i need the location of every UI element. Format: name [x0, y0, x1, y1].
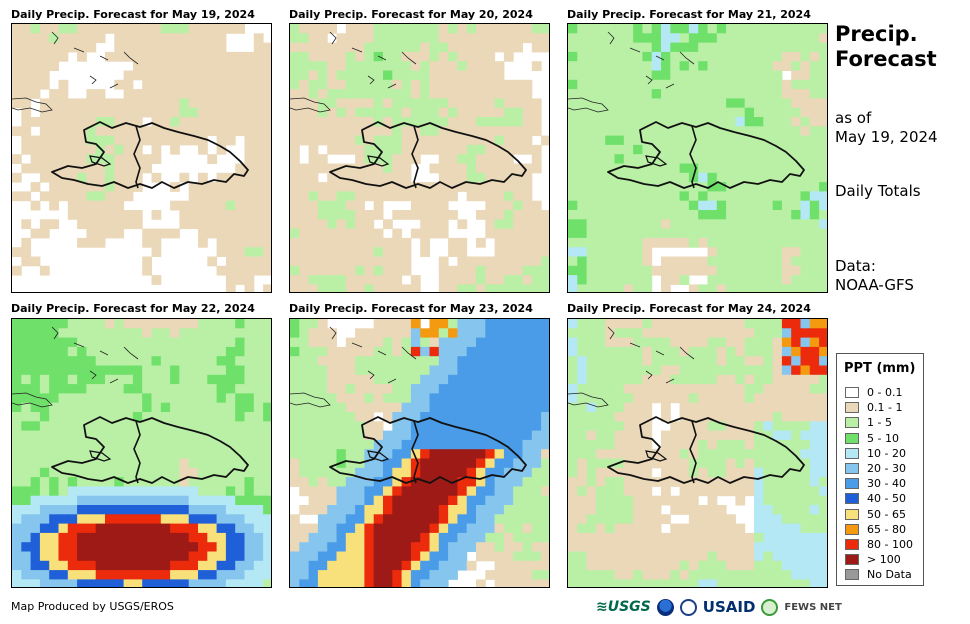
haiti-dr-border [133, 420, 141, 484]
bahamas-islands [51, 326, 139, 384]
precip-raster [290, 24, 549, 292]
legend-swatch [845, 569, 859, 581]
precip-map-may23 [290, 319, 549, 587]
precip-raster [12, 24, 271, 292]
hispaniola-outline [607, 121, 805, 189]
map-panel-may22 [11, 318, 272, 588]
legend-swatch [845, 417, 859, 429]
legend-label: 1 - 5 [867, 416, 892, 430]
legend-swatch [845, 493, 859, 505]
cuba-outline [290, 392, 331, 408]
data-source: NOAA-GFS [835, 276, 914, 294]
precip-raster [290, 319, 549, 587]
legend-label: 80 - 100 [867, 538, 913, 551]
cuba-outline [12, 392, 53, 408]
legend-swatch [845, 432, 859, 444]
hispaniola-outline [607, 416, 805, 484]
legend-title: PPT (mm) [844, 361, 916, 376]
bahamas-islands [51, 31, 139, 89]
bahamas-islands [329, 31, 417, 89]
bahamas-islands [607, 326, 695, 384]
panel-title-may23: Daily Precip. Forecast for May 23, 2024 [289, 302, 533, 315]
precip-map-may19 [12, 24, 271, 292]
precip-raster [568, 24, 827, 292]
legend-label: 50 - 65 [867, 507, 906, 521]
haiti-dr-border [689, 125, 697, 189]
precip-raster [568, 319, 827, 587]
legend-label: 0 - 0.1 [867, 386, 903, 399]
legend-swatch [845, 447, 859, 459]
hispaniola-outline [329, 416, 527, 484]
haiti-dr-border [411, 125, 419, 189]
panel-title-may20: Daily Precip. Forecast for May 20, 2024 [289, 8, 533, 21]
map-panel-may24 [567, 318, 828, 588]
map-panel-may20 [289, 23, 550, 293]
precip-map-may20 [290, 24, 549, 292]
precip-map-may22 [12, 319, 271, 587]
precip-raster [12, 319, 271, 587]
lake-outline [89, 155, 112, 167]
cuba-outline [12, 97, 53, 113]
legend-label: 65 - 80 [867, 522, 906, 536]
fews-globe-icon [761, 598, 779, 616]
legend-swatch [845, 387, 859, 398]
lake-outline [367, 155, 390, 167]
as-of-label: as of [835, 109, 872, 127]
legend-label: 0.1 - 1 [867, 401, 903, 415]
legend-swatch [845, 478, 859, 490]
lake-outline [645, 450, 668, 462]
cuba-outline [568, 97, 609, 113]
lake-outline [89, 450, 112, 462]
hispaniola-outline [51, 416, 249, 484]
hispaniola-outline [329, 121, 527, 189]
bahamas-islands [329, 326, 417, 384]
map-panel-may19 [11, 23, 272, 293]
side-title: Precip. Forecast [835, 22, 937, 71]
legend-label: 30 - 40 [867, 477, 906, 491]
panel-title-may24: Daily Precip. Forecast for May 24, 2024 [567, 302, 811, 315]
panel-title-may21: Daily Precip. Forecast for May 21, 2024 [567, 8, 811, 21]
panel-title-may22: Daily Precip. Forecast for May 22, 2024 [11, 302, 255, 315]
legend-label: > 100 [867, 553, 901, 567]
legend-label: 40 - 50 [867, 492, 906, 506]
bahamas-islands [607, 31, 695, 89]
panel-title-may19: Daily Precip. Forecast for May 19, 2024 [11, 8, 255, 21]
precip-map-may21 [568, 24, 827, 292]
legend-label: 20 - 30 [867, 462, 906, 475]
hispaniola-outline [51, 121, 249, 189]
haiti-dr-border [133, 125, 141, 189]
legend-swatch [845, 508, 859, 520]
haiti-dr-border [689, 420, 697, 484]
fews-net-logo: FEWS NET [784, 601, 842, 613]
legend-swatch [845, 463, 859, 474]
legend-swatch [845, 554, 859, 566]
legend-label: 10 - 20 [867, 446, 906, 460]
lake-outline [645, 155, 668, 167]
lake-outline [367, 450, 390, 462]
legend-label: No Data [867, 568, 912, 582]
noaa-logo-icon [656, 598, 674, 616]
legend-label: 5 - 10 [867, 431, 899, 445]
cuba-outline [290, 97, 331, 113]
map-panel-may23 [289, 318, 550, 588]
usgs-logo: ≋USGS [596, 599, 651, 615]
logo-strip: ≋USGS USAID FEWS NET [596, 596, 842, 618]
map-credit: Map Produced by USGS/EROS [11, 600, 174, 613]
map-panel-may21 [567, 23, 828, 293]
legend-swatch [845, 539, 859, 550]
legend-swatch [845, 523, 859, 535]
precip-map-may24 [568, 319, 827, 587]
daily-totals-label: Daily Totals [835, 182, 921, 200]
cuba-outline [568, 392, 609, 408]
haiti-dr-border [411, 420, 419, 484]
usaid-logo: USAID [702, 598, 756, 616]
usda-seal-icon [679, 598, 697, 616]
data-label: Data: [835, 257, 876, 275]
as-of-date: May 19, 2024 [835, 128, 938, 146]
legend-swatch [845, 402, 859, 414]
